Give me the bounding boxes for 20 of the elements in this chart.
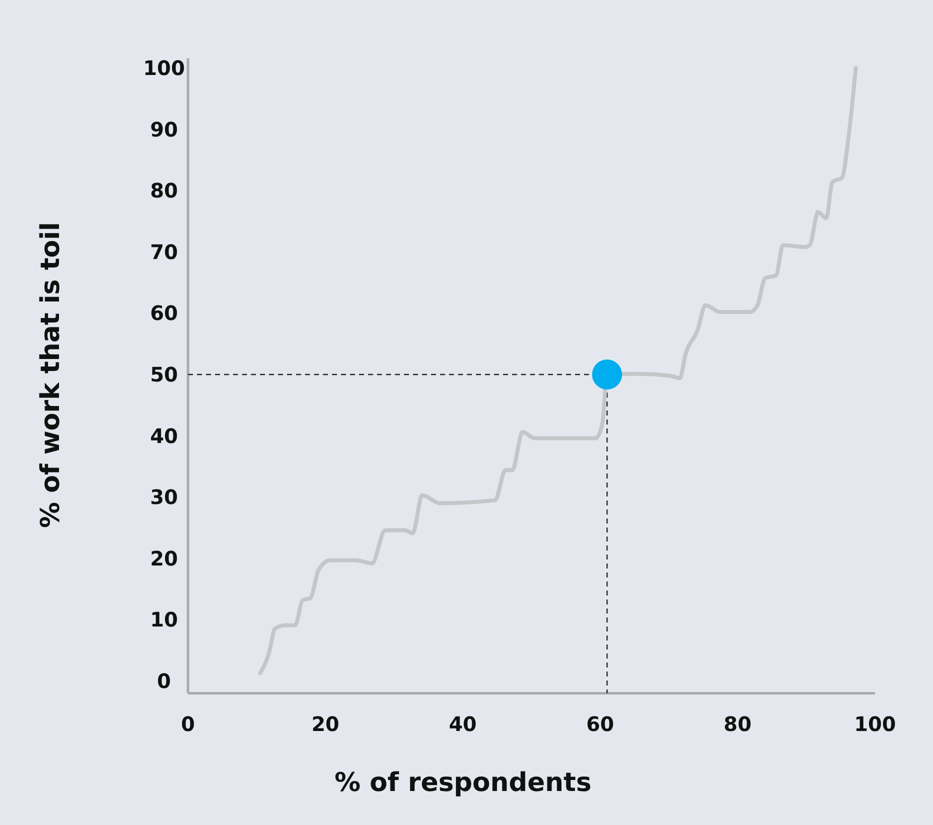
y-tick-label: 40 bbox=[150, 424, 178, 448]
x-tick-label: 20 bbox=[311, 712, 340, 736]
y-tick-label: 50 bbox=[150, 362, 178, 387]
y-tick-label: 100 bbox=[143, 56, 185, 80]
x-tick-label: 0 bbox=[181, 712, 195, 736]
y-tick-label: 60 bbox=[150, 301, 178, 326]
y-axis-title: % of work that is toil bbox=[36, 222, 66, 528]
x-tick-label: 40 bbox=[448, 712, 477, 736]
y-tick-label: 80 bbox=[150, 178, 178, 203]
x-axis-title: % of respondents bbox=[334, 768, 592, 798]
y-tick-label: 10 bbox=[150, 608, 178, 632]
y-tick-label: 30 bbox=[150, 485, 178, 510]
y-tick-label: 0 bbox=[157, 669, 171, 694]
y-tick-label: 70 bbox=[150, 240, 178, 264]
x-tick-label: 80 bbox=[724, 712, 752, 736]
x-tick-label: 100 bbox=[854, 712, 896, 736]
x-tick-label: 60 bbox=[586, 712, 614, 736]
line-series bbox=[258, 66, 858, 676]
y-tick-label: 20 bbox=[150, 546, 178, 570]
y-tick-label: 90 bbox=[150, 117, 178, 142]
